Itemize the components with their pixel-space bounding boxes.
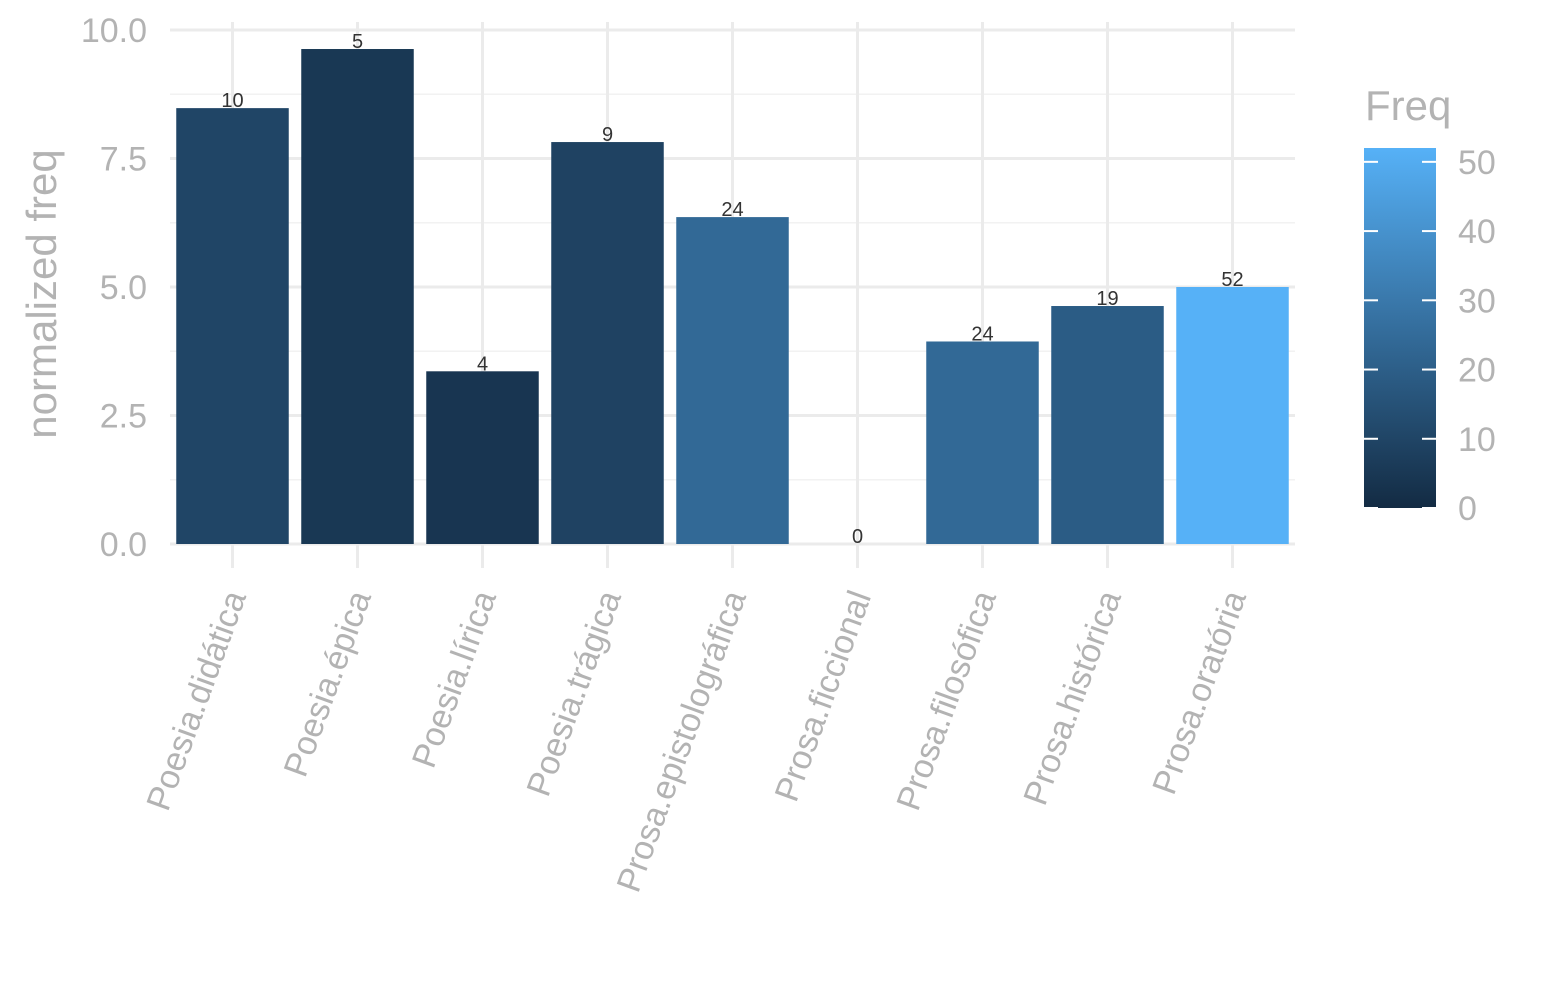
legend-tick-label: 40 xyxy=(1458,213,1496,251)
bar-value-label: 4 xyxy=(477,353,488,375)
legend-colorbar xyxy=(1364,148,1436,508)
legend-title: Freq xyxy=(1365,82,1451,129)
bar-value-label: 0 xyxy=(852,526,863,548)
x-tick-label: Prosa.oratória xyxy=(1145,586,1254,800)
legend-tick-label: 20 xyxy=(1458,352,1496,390)
x-tick-label: Prosa.histórica xyxy=(1016,586,1129,810)
bar-value-label: 24 xyxy=(721,199,743,221)
bar-9 xyxy=(1176,287,1289,544)
bar-8 xyxy=(1051,306,1164,544)
legend-ticks: 0 10 20 30 40 50 xyxy=(1364,144,1496,528)
bar-value-label: 5 xyxy=(352,31,363,53)
bar-3 xyxy=(426,371,539,544)
bar-1 xyxy=(176,108,289,545)
x-tick-label: Prosa.ficcional xyxy=(768,586,879,807)
x-tick-label: Prosa.epistolográfica xyxy=(610,586,754,897)
y-axis-title: normalized freq xyxy=(18,149,65,438)
y-tick-label: 5.0 xyxy=(100,269,147,307)
y-tick-label: 0.0 xyxy=(100,526,147,564)
y-axis-ticks: 0.0 2.5 5.0 7.5 10.0 xyxy=(81,12,147,564)
legend-tick-label: 0 xyxy=(1458,490,1477,528)
bar-value-label: 19 xyxy=(1096,288,1118,310)
bar-2 xyxy=(301,49,414,544)
data-labels: 10 5 4 9 24 0 24 19 52 xyxy=(221,31,1243,548)
y-tick-label: 7.5 xyxy=(100,141,147,179)
x-tick-label: Poesia.didática xyxy=(139,586,254,816)
bar-value-label: 9 xyxy=(602,124,613,146)
y-tick-label: 2.5 xyxy=(100,398,147,436)
bars xyxy=(176,49,1289,545)
x-axis-ticks: Poesia.didática Poesia.épica Poesia.lírica… xyxy=(139,586,1254,897)
bar-5 xyxy=(676,217,789,544)
legend-tick-label: 30 xyxy=(1458,282,1496,320)
bar-7 xyxy=(926,341,1039,544)
legend: Freq 0 10 20 30 40 50 xyxy=(1364,82,1496,528)
legend-tick-label: 50 xyxy=(1458,144,1496,182)
legend-tick-label: 10 xyxy=(1458,421,1496,459)
bar-value-label: 52 xyxy=(1221,269,1243,291)
x-tick-label: Poesia.trágica xyxy=(520,586,629,802)
bar-4 xyxy=(551,142,664,544)
bar-value-label: 24 xyxy=(971,323,993,345)
y-tick-label: 10.0 xyxy=(81,12,147,50)
x-tick-label: Prosa.filosófica xyxy=(889,586,1004,816)
x-tick-label: Poesia.lírica xyxy=(405,586,504,773)
bar-value-label: 10 xyxy=(221,90,243,112)
x-tick-label: Poesia.épica xyxy=(277,586,379,782)
